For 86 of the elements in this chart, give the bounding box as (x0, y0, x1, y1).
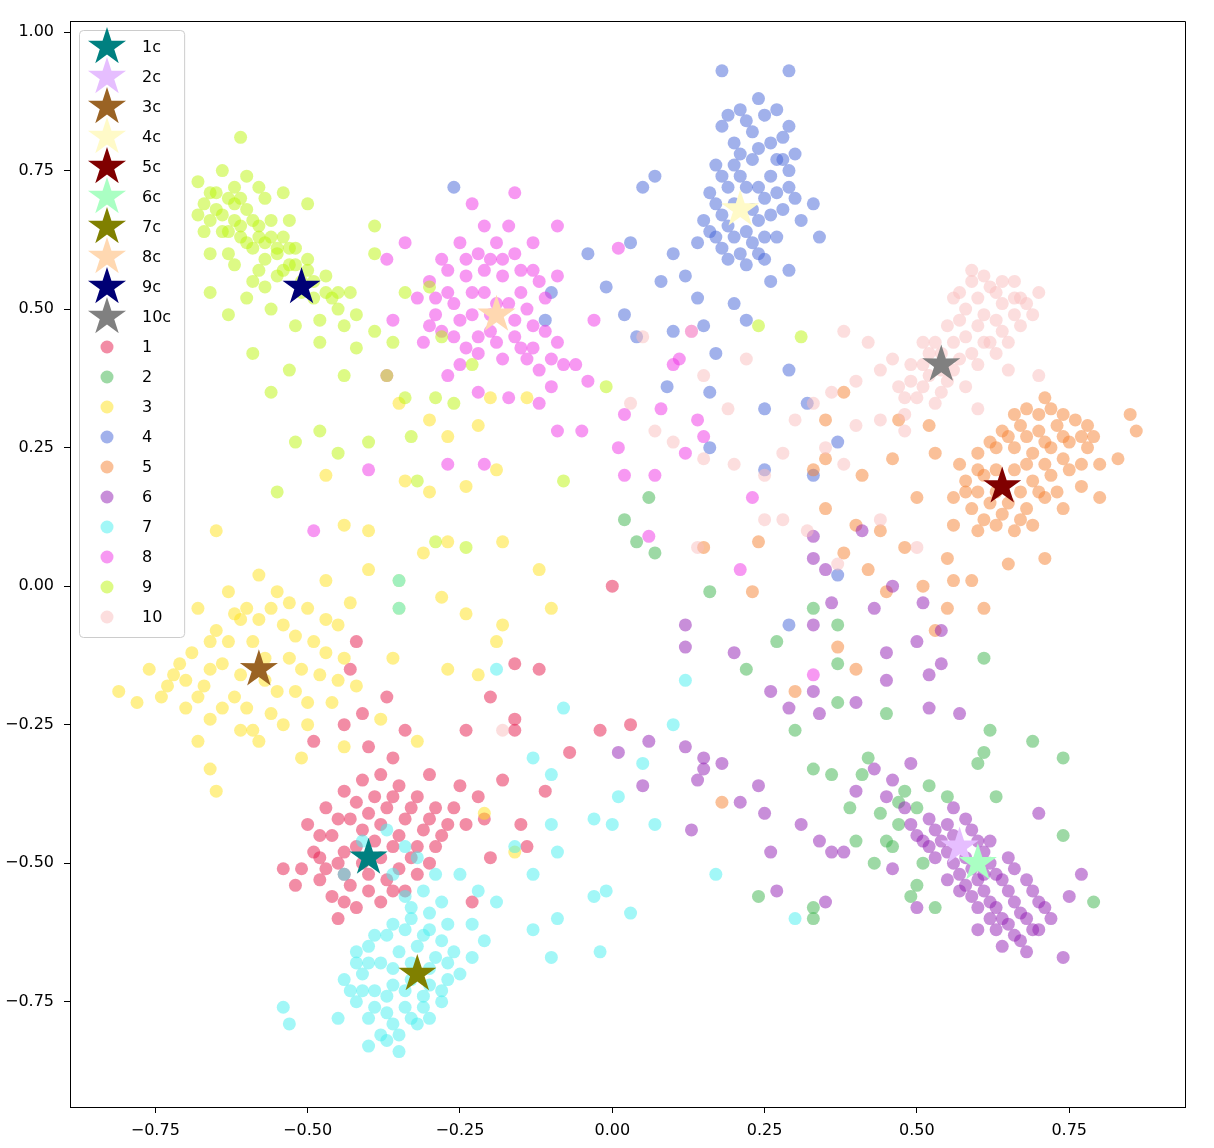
point (977, 651, 991, 665)
legend-label: 10c (142, 307, 172, 327)
y-tick-label: 1.00 (18, 21, 54, 41)
legend-label: 6c (142, 187, 161, 207)
x-tick-label: 0.75 (1051, 1119, 1088, 1139)
point (770, 635, 784, 649)
legend-label: 8 (142, 547, 153, 567)
point (861, 751, 875, 765)
x-tick-label: 0.50 (899, 1119, 935, 1139)
legend-label: 8c (142, 247, 161, 267)
legend-label: 2 (142, 367, 153, 387)
point (806, 901, 820, 915)
point (282, 266, 321, 304)
point (898, 784, 912, 798)
point (928, 901, 942, 915)
point (831, 618, 845, 632)
legend-label: 4 (142, 427, 153, 447)
legend-label: 2c (142, 67, 161, 87)
point (239, 649, 278, 686)
legend-label: 10 (142, 607, 163, 627)
legend-label: 9 (142, 577, 153, 597)
point (922, 344, 961, 381)
point (831, 696, 845, 710)
x-tick-label: 0.25 (746, 1119, 783, 1139)
point (904, 889, 918, 903)
point (892, 817, 906, 831)
point (843, 801, 857, 815)
point (806, 601, 820, 615)
legend-label: 3 (142, 397, 153, 417)
x-tick-label: −0.25 (435, 1119, 485, 1139)
point (648, 546, 662, 560)
point (825, 768, 839, 782)
point (739, 662, 753, 676)
point (910, 878, 924, 892)
y-tick-label: −0.50 (4, 852, 54, 872)
y-tick-label: −0.25 (4, 713, 54, 733)
legend-label: 5 (142, 457, 153, 477)
point (806, 762, 820, 776)
point (1026, 734, 1040, 748)
point (398, 954, 437, 991)
point (983, 723, 997, 737)
legend-label: 1 (142, 337, 153, 357)
point (721, 189, 760, 226)
point (849, 834, 863, 848)
point (1087, 895, 1101, 909)
point (922, 779, 936, 793)
point (477, 294, 516, 331)
point (831, 657, 845, 671)
legend-label: 6 (142, 487, 153, 507)
point (879, 707, 893, 721)
point (983, 466, 1022, 503)
point (788, 723, 802, 737)
point (977, 745, 991, 759)
point (617, 513, 631, 527)
point (873, 806, 887, 820)
point (916, 856, 930, 870)
point (867, 856, 881, 870)
legend-label: 5c (142, 157, 161, 177)
point (971, 756, 985, 770)
point (1056, 751, 1070, 765)
point (855, 768, 869, 782)
point (958, 843, 997, 880)
y-tick-label: 0.75 (18, 159, 54, 179)
point (910, 801, 924, 815)
point (806, 912, 820, 926)
y-tick-label: −0.75 (4, 990, 54, 1010)
legend-label: 4c (142, 127, 161, 147)
legend-label: 1c (142, 37, 161, 57)
legend-label: 9c (142, 277, 161, 297)
y-tick-label: 0.25 (18, 436, 54, 456)
point (703, 585, 717, 599)
point (752, 889, 765, 903)
y-tick-label: 0.50 (18, 298, 54, 318)
y-tick-label: 0.00 (18, 575, 54, 595)
point (879, 834, 893, 848)
point (989, 790, 1003, 804)
legend-label: 3c (142, 97, 161, 117)
x-tick-label: −0.75 (130, 1119, 180, 1139)
point (1056, 829, 1070, 842)
point (642, 491, 656, 505)
legend-label: 7 (142, 517, 153, 537)
point (630, 535, 644, 549)
legend-label: 7c (142, 217, 161, 237)
point (940, 790, 954, 804)
x-tick-label: 0.00 (594, 1119, 631, 1139)
x-tick-label: −0.50 (283, 1119, 333, 1139)
